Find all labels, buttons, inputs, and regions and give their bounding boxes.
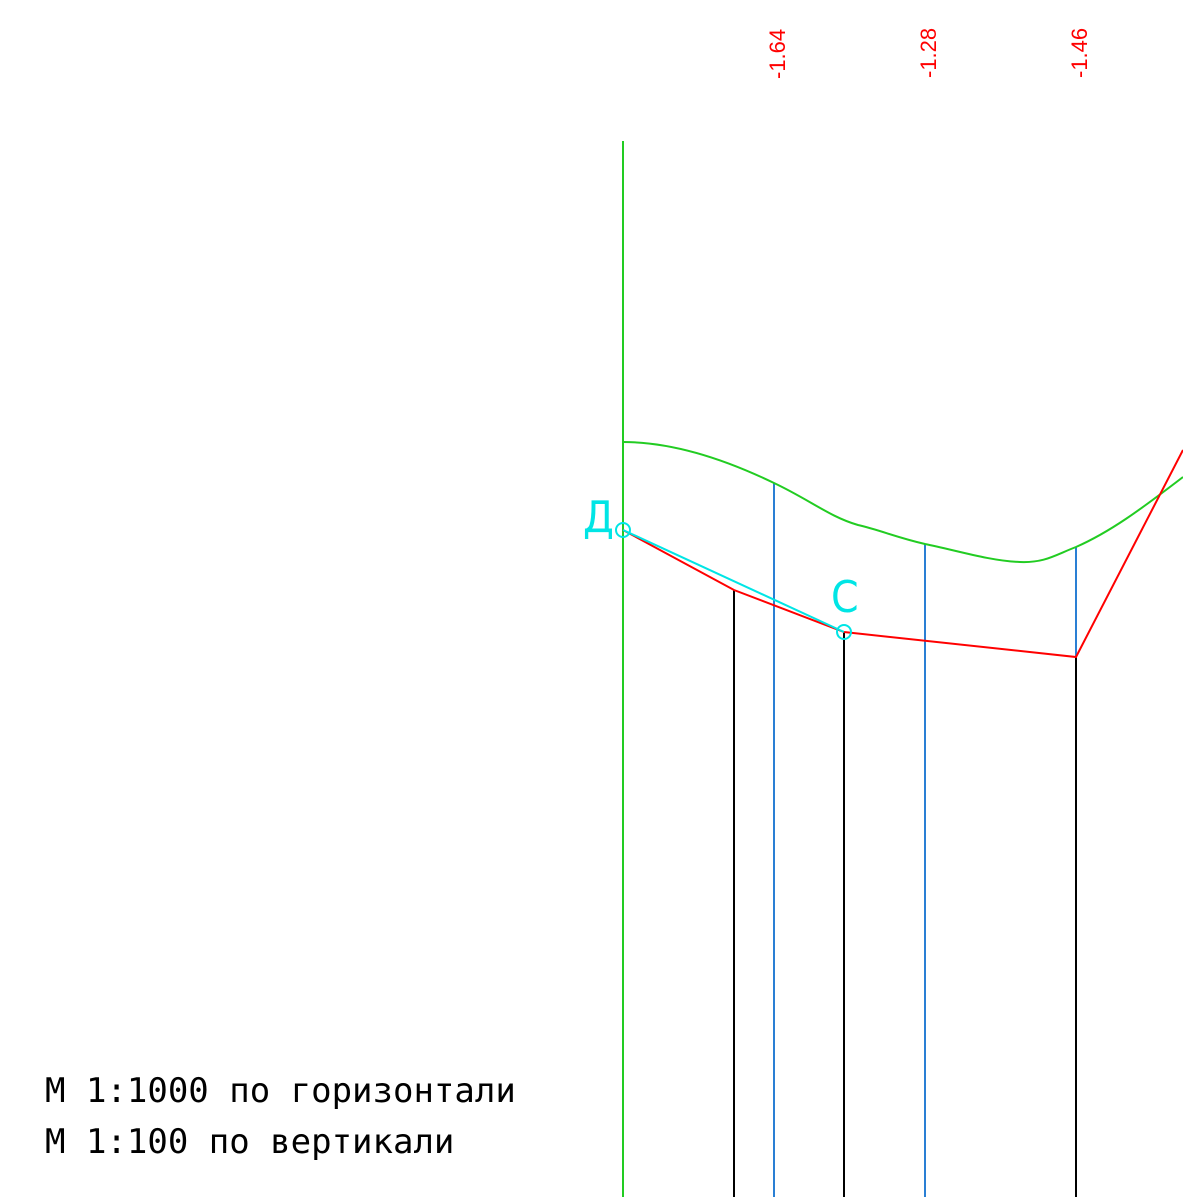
design-line xyxy=(622,449,1183,659)
elevation-label-1: -1.64 xyxy=(765,29,790,79)
vertical-scale-note: М 1:100 по вертикали xyxy=(45,1122,454,1162)
point-d-marker xyxy=(615,522,631,538)
point-d-label: Д xyxy=(583,492,614,543)
d-c-connector-line xyxy=(622,529,845,633)
point-c-marker xyxy=(836,624,852,640)
elevation-label-3: -1.46 xyxy=(1067,28,1092,78)
point-c-label: С xyxy=(831,572,859,623)
horizontal-scale-note: М 1:1000 по горизонтали xyxy=(45,1071,516,1111)
elevation-label-2: -1.28 xyxy=(916,28,941,78)
ground-surface-line xyxy=(622,441,1183,564)
